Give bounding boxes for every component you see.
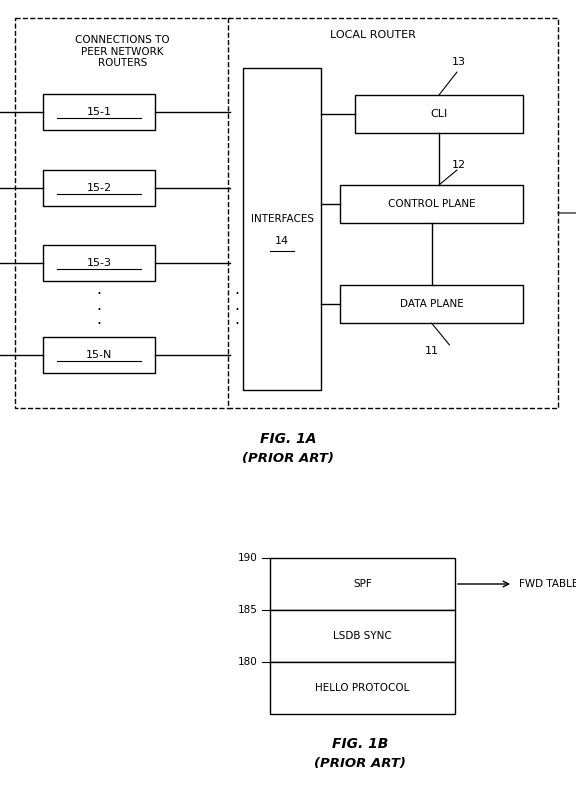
Text: 12: 12 — [452, 160, 466, 170]
Text: ·
·
·: · · · — [97, 288, 101, 332]
Text: 11: 11 — [425, 346, 438, 356]
Text: FIG. 1B: FIG. 1B — [332, 737, 388, 751]
Bar — [43, 170, 155, 206]
Text: CLI: CLI — [430, 109, 448, 119]
Text: 15-3: 15-3 — [86, 258, 112, 268]
Text: 185: 185 — [238, 605, 258, 615]
Bar — [228, 18, 558, 408]
Text: LOCAL ROUTER: LOCAL ROUTER — [330, 30, 416, 40]
Bar — [43, 245, 155, 281]
Bar — [355, 95, 523, 133]
Text: FWD TABLE: FWD TABLE — [519, 579, 576, 589]
Text: 15-2: 15-2 — [86, 183, 112, 193]
Bar — [43, 337, 155, 373]
Bar — [270, 662, 455, 714]
Text: HELLO PROTOCOL: HELLO PROTOCOL — [315, 683, 410, 693]
Bar — [340, 185, 523, 223]
Text: (PRIOR ART): (PRIOR ART) — [242, 452, 334, 465]
Text: CONTROL PLANE: CONTROL PLANE — [388, 199, 475, 209]
Bar — [43, 94, 155, 130]
Text: LSDB SYNC: LSDB SYNC — [333, 631, 392, 641]
Text: SPF: SPF — [353, 579, 372, 589]
Text: FIG. 1A: FIG. 1A — [260, 432, 316, 446]
Text: 180: 180 — [238, 657, 258, 667]
Text: 190: 190 — [238, 553, 258, 563]
Bar — [270, 558, 455, 610]
Text: 15-1: 15-1 — [86, 107, 112, 117]
Text: CONNECTIONS TO
PEER NETWORK
ROUTERS: CONNECTIONS TO PEER NETWORK ROUTERS — [75, 35, 170, 68]
Text: DATA PLANE: DATA PLANE — [400, 299, 463, 309]
Text: INTERFACES: INTERFACES — [251, 214, 313, 224]
Text: ·
·
·: · · · — [234, 288, 239, 332]
Text: 14: 14 — [275, 236, 289, 246]
Bar — [270, 610, 455, 662]
Text: 13: 13 — [452, 57, 466, 67]
Text: (PRIOR ART): (PRIOR ART) — [314, 757, 406, 770]
Bar — [340, 285, 523, 323]
Bar — [15, 18, 230, 408]
Bar — [243, 68, 321, 390]
Text: 15-N: 15-N — [86, 350, 112, 360]
